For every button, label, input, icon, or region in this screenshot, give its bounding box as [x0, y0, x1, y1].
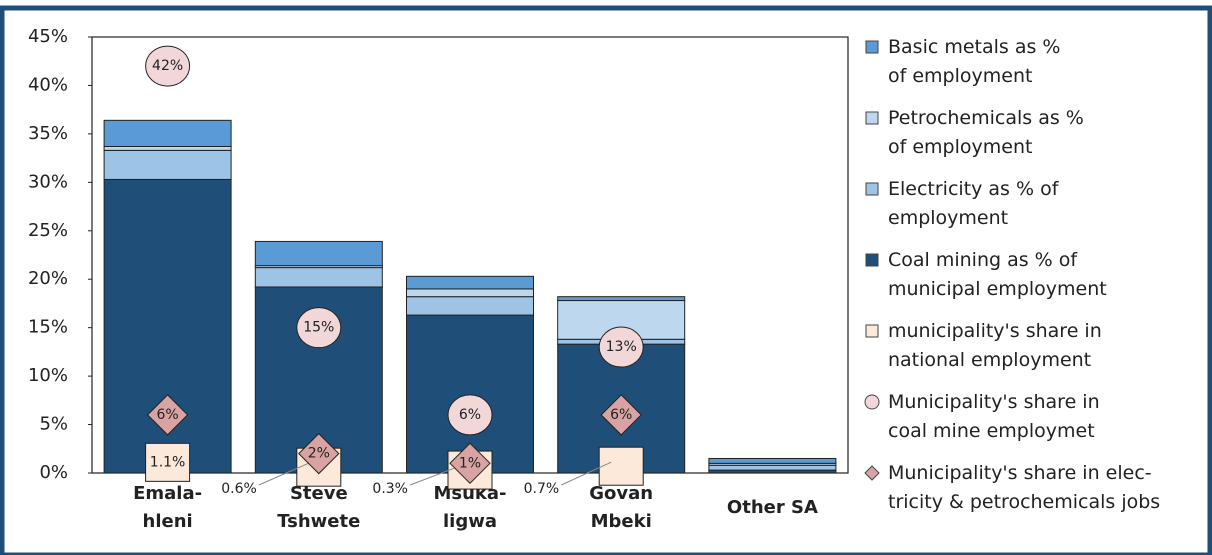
- legend-label: Petrochemicals as % of employment: [888, 107, 1084, 158]
- y-tick-label: 10%: [28, 365, 68, 386]
- value-label: 6%: [459, 407, 481, 423]
- y-tick-label: 25%: [28, 220, 68, 241]
- x-tick-label: Msuka-ligwa: [433, 483, 506, 532]
- bar-segment: [406, 296, 534, 316]
- legend-label: Electricity as % of employment: [888, 178, 1060, 229]
- y-tick-label: 20%: [28, 268, 68, 289]
- bar-segment: [406, 275, 534, 290]
- y-tick-label: 35%: [28, 123, 68, 144]
- value-label: 0.3%: [372, 481, 408, 497]
- value-label: 6%: [610, 407, 632, 423]
- frame: [0, 5, 1212, 555]
- marker-circle: [296, 307, 342, 349]
- x-tick-label: Emala-hleni: [133, 483, 202, 532]
- value-label: 1%: [459, 455, 481, 471]
- marker-diamond: [298, 432, 340, 475]
- bar-segment: [406, 288, 534, 298]
- marker-circle: [447, 394, 493, 436]
- y-tick-label: 0%: [39, 462, 68, 483]
- legend-label: Coal mining as % of municipal employment: [888, 249, 1107, 300]
- bar-segment: [708, 457, 837, 464]
- legend-marker: [864, 394, 880, 410]
- legend-marker: [865, 40, 879, 54]
- marker-diamond: [146, 394, 189, 436]
- y-tick-label: 30%: [28, 171, 68, 192]
- legend-marker: [865, 111, 879, 125]
- legend-marker: [864, 465, 880, 481]
- leader-line: [409, 465, 461, 486]
- x-tick-label: Steve Tshwete: [277, 483, 360, 532]
- legend-marker: [865, 253, 879, 267]
- marker-square: [598, 446, 644, 486]
- y-tick-label: 40%: [28, 74, 68, 95]
- marker-diamond: [449, 442, 491, 485]
- value-label: 2%: [308, 446, 330, 462]
- y-tick-label: 45%: [28, 26, 68, 47]
- y-tick-label: 5%: [39, 414, 68, 435]
- legend-label: municipality's share in national employme…: [888, 320, 1102, 371]
- bar-segment: [103, 145, 232, 151]
- legend-marker: [865, 182, 879, 196]
- value-label: 13%: [606, 339, 637, 355]
- x-tick-label: Other SA: [727, 497, 818, 518]
- bar-segment: [103, 119, 232, 147]
- bar-segment: [708, 464, 837, 471]
- bar-segment: [254, 267, 383, 288]
- bar-segment: [254, 240, 383, 267]
- bar-segment: [557, 296, 686, 302]
- value-label: 42%: [152, 58, 183, 74]
- value-label: 15%: [303, 320, 334, 336]
- legend-marker: [865, 324, 879, 338]
- marker-diamond: [600, 394, 642, 436]
- marker-square: [145, 442, 191, 482]
- marker-circle: [145, 45, 191, 87]
- bar-segment: [103, 149, 232, 180]
- value-label: 0.7%: [524, 481, 560, 497]
- value-label: 1.1%: [150, 454, 186, 470]
- value-label: 0.6%: [221, 481, 257, 497]
- marker-circle: [598, 326, 644, 368]
- value-label: 6%: [156, 407, 178, 423]
- x-tick-label: Govan Mbeki: [589, 483, 653, 532]
- legend-label: Municipality's share in coal mine employm…: [888, 391, 1100, 442]
- y-tick-label: 15%: [28, 317, 68, 338]
- legend-label: Basic metals as % of employment: [888, 36, 1060, 87]
- leader-line: [560, 461, 612, 486]
- legend-label: Municipality's share in elec-tricity & p…: [888, 462, 1160, 513]
- leader-line: [258, 462, 309, 486]
